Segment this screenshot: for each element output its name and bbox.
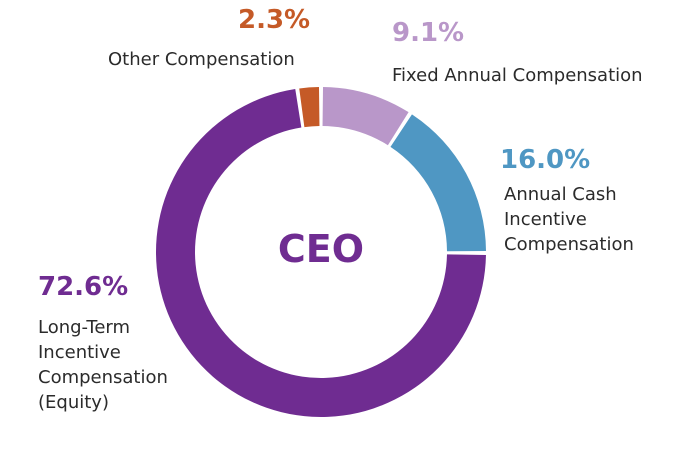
donut-slice-fixed-annual-compensation: [322, 87, 409, 146]
slice-label-long-term: Long-Term Incentive Compensation (Equity…: [38, 315, 168, 415]
slice-label-line: Long-Term: [38, 317, 131, 338]
slice-label-fixed-annual: Fixed Annual Compensation: [392, 63, 643, 88]
slice-label-line: Other Compensation: [108, 49, 295, 70]
slice-label-line: Incentive: [38, 342, 121, 363]
slice-value-fixed-annual: 9.1%: [392, 18, 465, 48]
slice-label-line: Compensation: [38, 367, 168, 388]
slice-label-line: Incentive: [504, 209, 587, 230]
slice-value-long-term: 72.6%: [38, 272, 129, 302]
slice-label-line: Fixed Annual Compensation: [392, 65, 643, 86]
center-label-ceo: CEO: [277, 227, 365, 271]
slice-value-other: 2.3%: [238, 5, 311, 35]
slice-value-annual-cash: 16.0%: [500, 145, 591, 175]
slice-label-line: (Equity): [38, 392, 109, 413]
slice-label-other: Other Compensation: [108, 47, 295, 72]
donut-slice-annual-cash-incentive-compensation: [390, 114, 486, 252]
slice-label-line: Annual Cash: [504, 184, 617, 205]
slice-label-line: Compensation: [504, 234, 634, 255]
donut-slice-other-compensation: [299, 87, 320, 128]
slice-label-annual-cash: Annual Cash Incentive Compensation: [504, 182, 634, 257]
